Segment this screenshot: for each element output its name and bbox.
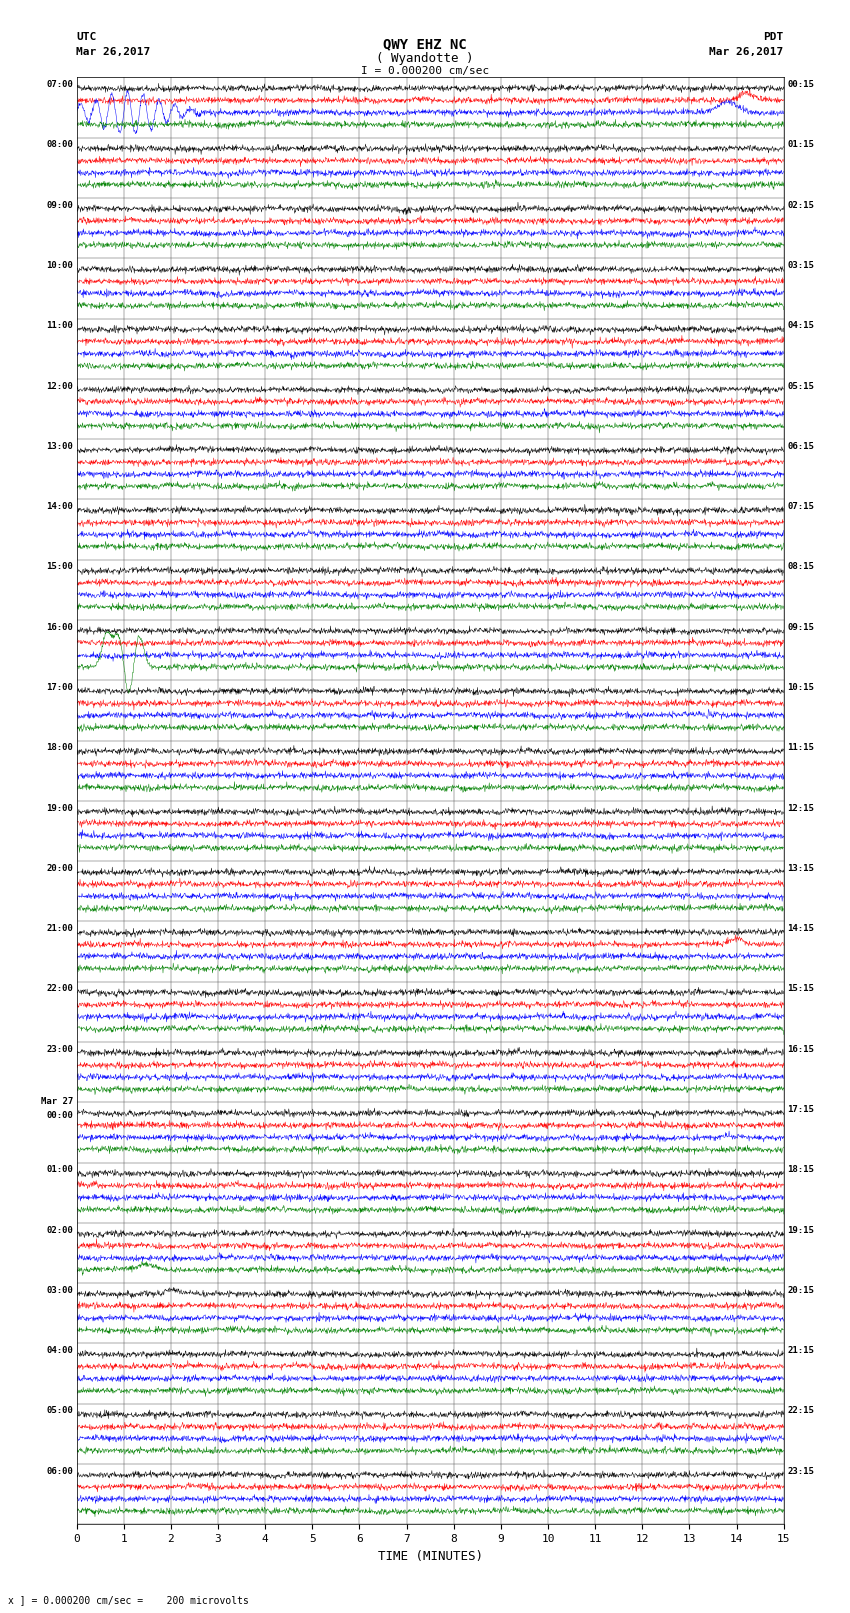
Text: 13:15: 13:15	[787, 865, 814, 873]
Text: 05:15: 05:15	[787, 382, 814, 390]
Text: 09:15: 09:15	[787, 623, 814, 632]
Text: 21:15: 21:15	[787, 1347, 814, 1355]
Text: 06:00: 06:00	[46, 1466, 73, 1476]
Text: 12:15: 12:15	[787, 803, 814, 813]
Text: 12:00: 12:00	[46, 382, 73, 390]
Text: 01:15: 01:15	[787, 140, 814, 150]
Text: 06:15: 06:15	[787, 442, 814, 452]
Text: 05:00: 05:00	[46, 1407, 73, 1416]
Text: 14:15: 14:15	[787, 924, 814, 934]
Text: PDT: PDT	[763, 32, 784, 42]
Text: 07:00: 07:00	[46, 81, 73, 89]
Text: 19:15: 19:15	[787, 1226, 814, 1234]
Text: 03:00: 03:00	[46, 1286, 73, 1295]
Text: 19:00: 19:00	[46, 803, 73, 813]
Text: 20:15: 20:15	[787, 1286, 814, 1295]
Text: 23:00: 23:00	[46, 1045, 73, 1053]
Text: Mar 26,2017: Mar 26,2017	[710, 47, 784, 56]
Text: 20:00: 20:00	[46, 865, 73, 873]
Text: 17:15: 17:15	[787, 1105, 814, 1115]
Text: 14:00: 14:00	[46, 502, 73, 511]
Text: 15:15: 15:15	[787, 984, 814, 994]
Text: 16:15: 16:15	[787, 1045, 814, 1053]
Text: 10:00: 10:00	[46, 261, 73, 269]
Text: 03:15: 03:15	[787, 261, 814, 269]
Text: Mar 26,2017: Mar 26,2017	[76, 47, 150, 56]
Text: 15:00: 15:00	[46, 563, 73, 571]
Text: 04:00: 04:00	[46, 1347, 73, 1355]
Text: 02:00: 02:00	[46, 1226, 73, 1234]
Text: 00:00: 00:00	[46, 1111, 73, 1119]
Text: 13:00: 13:00	[46, 442, 73, 452]
X-axis label: TIME (MINUTES): TIME (MINUTES)	[377, 1550, 483, 1563]
Text: 08:15: 08:15	[787, 563, 814, 571]
Text: 10:15: 10:15	[787, 682, 814, 692]
Text: 21:00: 21:00	[46, 924, 73, 934]
Text: 22:00: 22:00	[46, 984, 73, 994]
Text: 04:15: 04:15	[787, 321, 814, 331]
Text: 17:00: 17:00	[46, 682, 73, 692]
Text: UTC: UTC	[76, 32, 97, 42]
Text: 11:00: 11:00	[46, 321, 73, 331]
Text: QWY EHZ NC: QWY EHZ NC	[383, 37, 467, 52]
Text: 00:15: 00:15	[787, 81, 814, 89]
Text: 02:15: 02:15	[787, 200, 814, 210]
Text: I = 0.000200 cm/sec: I = 0.000200 cm/sec	[361, 66, 489, 76]
Text: Mar 27: Mar 27	[41, 1097, 73, 1105]
Text: 01:00: 01:00	[46, 1165, 73, 1174]
Text: 18:15: 18:15	[787, 1165, 814, 1174]
Text: 18:00: 18:00	[46, 744, 73, 752]
Text: 08:00: 08:00	[46, 140, 73, 150]
Text: ( Wyandotte ): ( Wyandotte )	[377, 52, 473, 65]
Text: 16:00: 16:00	[46, 623, 73, 632]
Text: 11:15: 11:15	[787, 744, 814, 752]
Text: 07:15: 07:15	[787, 502, 814, 511]
Text: 09:00: 09:00	[46, 200, 73, 210]
Text: x ] = 0.000200 cm/sec =    200 microvolts: x ] = 0.000200 cm/sec = 200 microvolts	[8, 1595, 249, 1605]
Text: 22:15: 22:15	[787, 1407, 814, 1416]
Text: 23:15: 23:15	[787, 1466, 814, 1476]
